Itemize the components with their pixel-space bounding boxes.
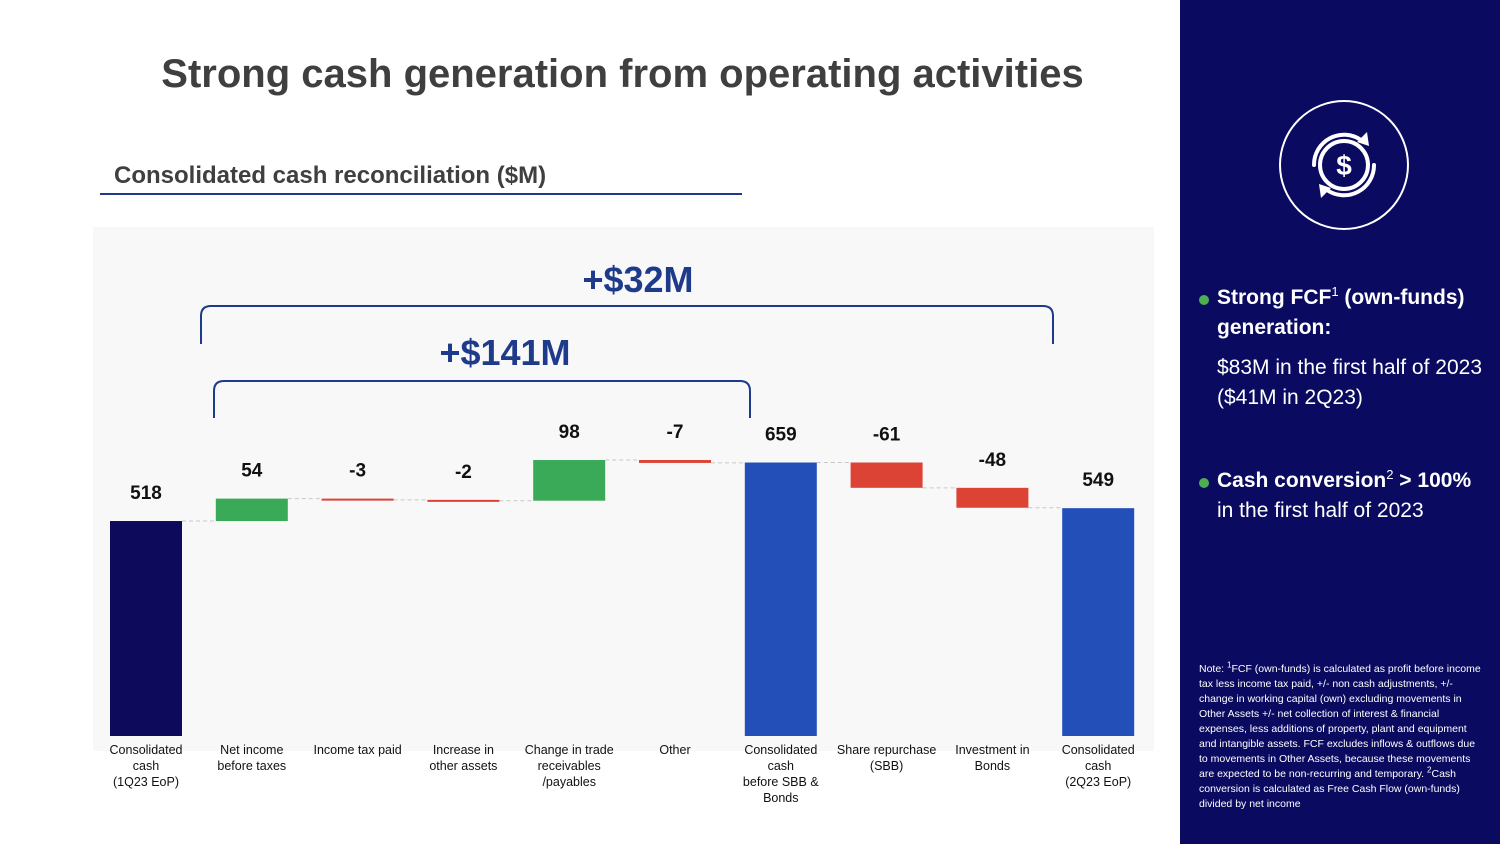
waterfall-bar (744, 462, 817, 736)
bar-value-label: -7 (667, 422, 684, 443)
bullet-cash-conversion: Cash conversion2 > 100% in the first hal… (1199, 466, 1489, 526)
dollar-cycle-icon: $ (1279, 100, 1409, 230)
bar-value-label: -61 (873, 425, 901, 446)
bullet-dot (1199, 295, 1209, 305)
bar-value-label: -48 (979, 450, 1006, 471)
category-label: cash (768, 759, 794, 773)
bullet-fcf: Strong FCF1 (own-funds) generation: (1199, 283, 1489, 343)
page-title: Strong cash generation from operating ac… (161, 52, 1084, 96)
annotation-label: +$141M (439, 332, 570, 373)
category-label: (1Q23 EoP) (113, 775, 179, 789)
annotation-bracket (213, 380, 751, 418)
category-label: Consolidated (1062, 743, 1135, 757)
bullet-fcf-detail: $83M in the first half of 2023 ($41M in … (1217, 356, 1482, 409)
annotation-bracket (200, 305, 1054, 344)
waterfall-bar (533, 460, 606, 501)
bar-value-label: -3 (349, 461, 366, 482)
subtitle-underline (100, 193, 742, 195)
bullet-dot (1199, 478, 1209, 488)
category-label: other assets (429, 759, 497, 773)
category-label: Increase in (433, 743, 494, 757)
bar-value-label: 549 (1082, 470, 1114, 491)
category-label: Net income (220, 743, 283, 757)
bar-value-label: 659 (765, 425, 797, 446)
category-label: Investment in (955, 743, 1029, 757)
waterfall-bar (639, 460, 711, 463)
category-label: Consolidated (110, 743, 183, 757)
category-label: receivables (538, 759, 601, 773)
category-label: Share repurchase (837, 743, 936, 757)
category-label: before taxes (217, 759, 286, 773)
waterfall-bar (110, 521, 182, 736)
category-label: Income tax paid (313, 743, 401, 757)
bar-value-label: 98 (559, 422, 580, 443)
category-label: cash (1085, 759, 1111, 773)
bar-value-label: 54 (241, 461, 263, 482)
svg-text:$: $ (1336, 150, 1352, 181)
waterfall-chart: 518 Consolidated cash (1Q23 EoP) 54 Net incom… (110, 259, 1135, 805)
category-label: Consolidated (744, 743, 817, 757)
category-label: before SBB & (743, 775, 819, 789)
category-label: (SBB) (870, 759, 903, 773)
bar-value-label: 518 (130, 483, 162, 504)
waterfall-bar (321, 498, 394, 501)
category-label: Bonds (975, 759, 1010, 773)
waterfall-bar (215, 498, 288, 522)
waterfall-bar (427, 499, 500, 502)
chart-subtitle: Consolidated cash reconciliation ($M) (114, 162, 547, 189)
bar-value-label: -2 (455, 462, 472, 483)
category-label: (2Q23 EoP) (1065, 775, 1131, 789)
category-label: Change in trade (525, 743, 614, 757)
annotation-label: +$32M (582, 259, 693, 300)
footnote: Note: 1FCF (own-funds) is calculated as … (1199, 660, 1481, 810)
category-label: Other (659, 743, 690, 757)
waterfall-bar (956, 487, 1029, 508)
category-label: Bonds (763, 791, 798, 805)
category-label: cash (133, 759, 159, 773)
waterfall-bar (850, 462, 923, 488)
category-label: /payables (542, 775, 596, 789)
waterfall-bar (1062, 508, 1135, 736)
